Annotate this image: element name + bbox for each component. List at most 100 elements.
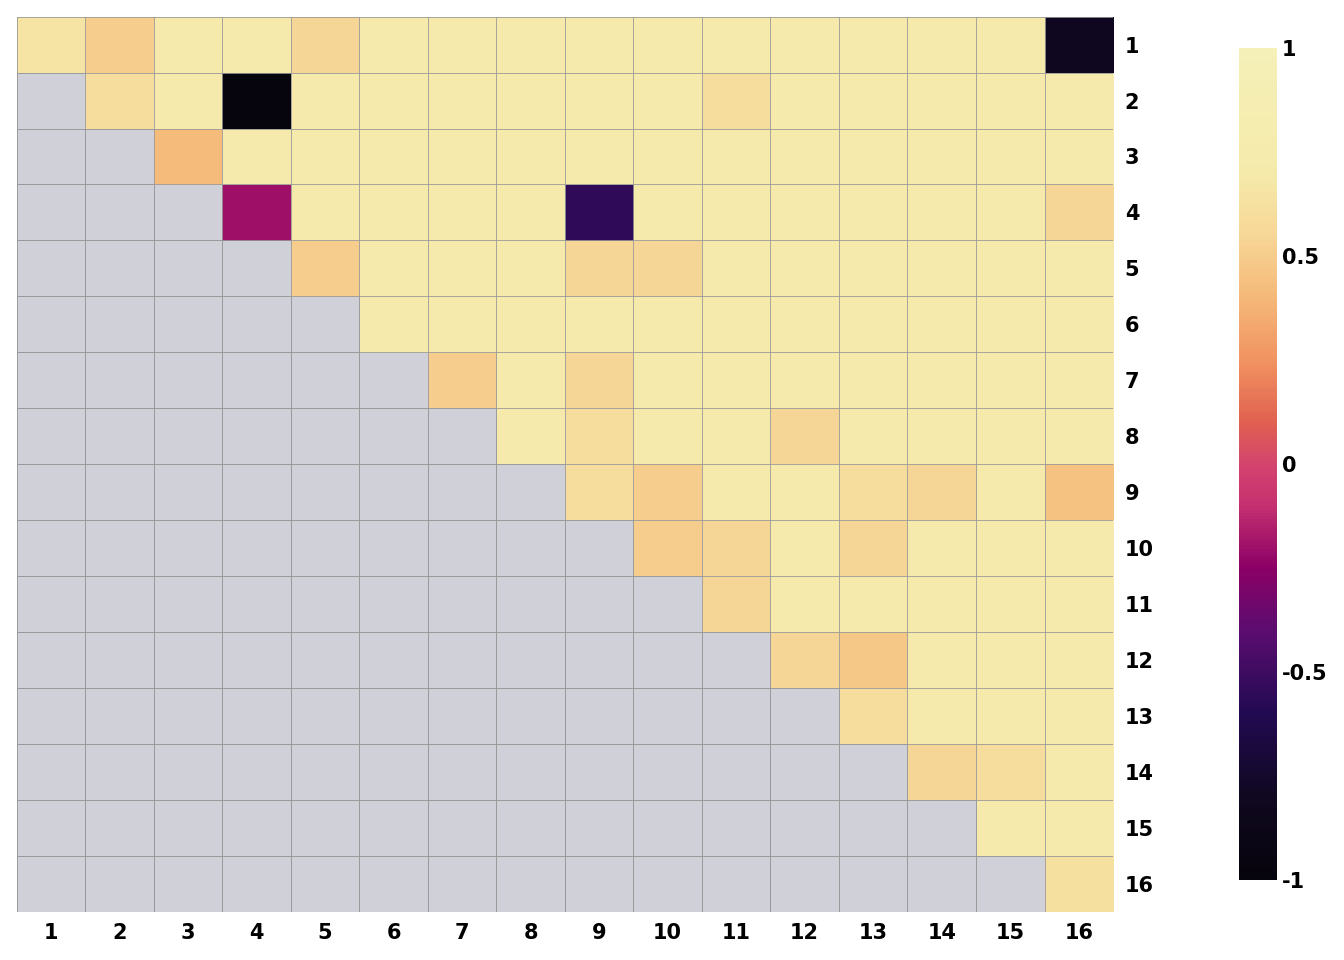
Bar [16, 464, 85, 520]
Bar [153, 744, 222, 800]
Bar [222, 352, 290, 408]
Bar [85, 240, 153, 297]
Bar [85, 687, 153, 744]
Bar [290, 464, 359, 520]
Bar [839, 744, 907, 800]
Bar [153, 520, 222, 576]
Bar [427, 464, 496, 520]
Bar [564, 632, 633, 687]
Bar [427, 632, 496, 687]
Bar [359, 632, 427, 687]
Bar [633, 632, 702, 687]
Bar [85, 520, 153, 576]
Bar [85, 297, 153, 352]
Bar [359, 800, 427, 855]
Bar [290, 632, 359, 687]
Bar [427, 408, 496, 464]
Bar [770, 855, 839, 912]
Bar [564, 687, 633, 744]
Bar [496, 464, 564, 520]
Bar [153, 632, 222, 687]
Bar [702, 800, 770, 855]
Bar [359, 744, 427, 800]
Bar [16, 408, 85, 464]
Bar [496, 576, 564, 632]
Bar [16, 855, 85, 912]
Bar [564, 576, 633, 632]
Bar [633, 687, 702, 744]
Bar [85, 129, 153, 184]
Bar [359, 855, 427, 912]
Bar [633, 744, 702, 800]
Bar [153, 464, 222, 520]
Bar [359, 464, 427, 520]
Bar [564, 520, 633, 576]
Bar [16, 129, 85, 184]
Bar [839, 855, 907, 912]
Bar [290, 855, 359, 912]
Bar [85, 632, 153, 687]
Bar [222, 240, 290, 297]
Bar [222, 576, 290, 632]
Bar [427, 576, 496, 632]
Bar [907, 800, 976, 855]
Bar [16, 800, 85, 855]
Bar [222, 800, 290, 855]
Bar [290, 520, 359, 576]
Bar [222, 464, 290, 520]
Bar [222, 687, 290, 744]
Bar [153, 687, 222, 744]
Bar [153, 800, 222, 855]
Bar [16, 297, 85, 352]
Bar [16, 520, 85, 576]
Bar [770, 800, 839, 855]
Bar [290, 297, 359, 352]
Bar [427, 687, 496, 744]
Bar [427, 520, 496, 576]
Bar [702, 687, 770, 744]
Bar [85, 800, 153, 855]
Bar [85, 855, 153, 912]
Bar [153, 240, 222, 297]
Bar [427, 744, 496, 800]
Bar [770, 687, 839, 744]
Bar [222, 297, 290, 352]
Bar [907, 855, 976, 912]
Bar [16, 73, 85, 129]
Bar [496, 632, 564, 687]
Bar [633, 855, 702, 912]
Bar [16, 687, 85, 744]
Bar [222, 744, 290, 800]
Bar [85, 744, 153, 800]
Bar [359, 576, 427, 632]
Bar [564, 744, 633, 800]
Bar [290, 687, 359, 744]
Bar [16, 352, 85, 408]
Bar [290, 576, 359, 632]
Bar [85, 576, 153, 632]
Bar [16, 240, 85, 297]
Bar [633, 800, 702, 855]
Bar [359, 408, 427, 464]
Bar [702, 855, 770, 912]
Bar [496, 800, 564, 855]
Bar [85, 184, 153, 240]
Bar [16, 744, 85, 800]
Bar [427, 800, 496, 855]
Bar [496, 687, 564, 744]
Bar [496, 744, 564, 800]
Bar [359, 520, 427, 576]
Bar [633, 576, 702, 632]
Bar [153, 855, 222, 912]
Bar [153, 576, 222, 632]
Bar [427, 855, 496, 912]
Bar [290, 352, 359, 408]
Bar [153, 352, 222, 408]
Bar [85, 464, 153, 520]
Bar [290, 744, 359, 800]
Bar [222, 408, 290, 464]
Bar [153, 408, 222, 464]
Bar [16, 576, 85, 632]
Bar [564, 800, 633, 855]
Bar [16, 632, 85, 687]
